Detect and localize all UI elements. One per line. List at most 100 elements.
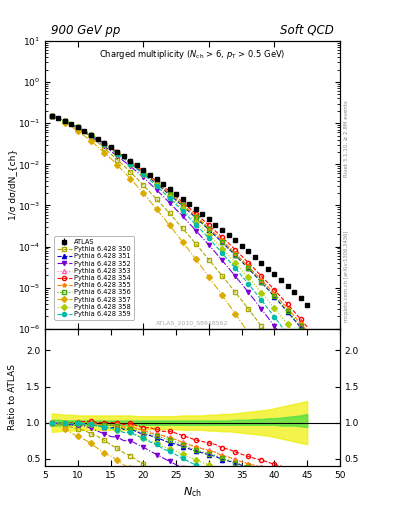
Pythia 6.428 355 [180,202,185,208]
Pythia 6.428 358 [279,313,283,319]
Pythia 6.428 350 [108,151,113,157]
Pythia 6.428 351 [82,129,87,135]
Pythia 6.428 356 [292,315,296,322]
Pythia 6.428 356 [75,124,80,131]
Pythia 6.428 356 [213,232,218,239]
Pythia 6.428 350 [56,115,61,121]
Pythia 6.428 357 [233,311,237,317]
Pythia 6.428 350 [213,265,218,271]
Pythia 6.428 357 [193,257,198,263]
Pythia 6.428 358 [220,245,224,251]
Pythia 6.428 350 [193,241,198,247]
Pythia 6.428 353 [154,179,159,185]
Text: Charged multiplicity ($N_{\rm ch}$ > 6, $p_{\rm T}$ > 0.5 GeV): Charged multiplicity ($N_{\rm ch}$ > 6, … [99,48,286,61]
Pythia 6.428 351 [226,246,231,252]
Pythia 6.428 352 [285,341,290,347]
Pythia 6.428 352 [200,234,205,241]
Pythia 6.428 355 [298,321,303,327]
Pythia 6.428 353 [174,196,178,202]
Pythia 6.428 350 [50,113,54,119]
Pythia 6.428 353 [148,174,152,180]
Pythia 6.428 352 [279,332,283,338]
Pythia 6.428 350 [239,297,244,304]
Pythia 6.428 352 [69,121,74,127]
Pythia 6.428 350 [62,118,67,124]
Pythia 6.428 350 [174,218,178,224]
Pythia 6.428 353 [187,207,192,213]
Pythia 6.428 354 [108,144,113,151]
Pythia 6.428 355 [259,277,264,283]
Pythia 6.428 355 [108,145,113,151]
Pythia 6.428 359 [279,323,283,329]
Text: 900 GeV pp: 900 GeV pp [51,24,121,37]
Pythia 6.428 352 [298,360,303,366]
Pythia 6.428 357 [292,400,296,406]
Pythia 6.428 350 [82,130,87,136]
Pythia 6.428 359 [239,273,244,279]
Pythia 6.428 353 [82,128,87,134]
Y-axis label: Ratio to ATLAS: Ratio to ATLAS [8,365,17,431]
Pythia 6.428 357 [246,330,251,336]
Pythia 6.428 352 [121,158,126,164]
Pythia 6.428 358 [115,151,119,157]
Pythia 6.428 355 [95,136,100,142]
Pythia 6.428 351 [279,301,283,307]
Pythia 6.428 350 [279,349,283,355]
Pythia 6.428 351 [220,239,224,245]
Pythia 6.428 355 [305,328,310,334]
Pythia 6.428 358 [128,161,133,167]
Pythia 6.428 359 [141,172,146,178]
Pythia 6.428 353 [128,159,133,165]
Pythia 6.428 352 [246,289,251,295]
Pythia 6.428 355 [115,150,119,156]
Pythia 6.428 352 [108,148,113,154]
Pythia 6.428 350 [246,306,251,312]
Pythia 6.428 355 [266,284,270,290]
Pythia 6.428 355 [148,175,152,181]
Pythia 6.428 358 [246,274,251,281]
Line: Pythia 6.428 356: Pythia 6.428 356 [50,114,309,336]
Pythia 6.428 356 [180,202,185,208]
Pythia 6.428 356 [128,160,133,166]
Pythia 6.428 355 [292,313,296,319]
Pythia 6.428 359 [56,115,61,121]
Pythia 6.428 350 [148,189,152,195]
Pythia 6.428 356 [220,239,224,245]
Pythia 6.428 355 [102,140,107,146]
Pythia 6.428 356 [187,208,192,215]
Pythia 6.428 354 [167,188,172,195]
Pythia 6.428 356 [252,272,257,278]
Pythia 6.428 350 [180,225,185,231]
Pythia 6.428 356 [167,191,172,197]
Pythia 6.428 355 [69,121,74,127]
Pythia 6.428 352 [115,153,119,159]
Pythia 6.428 358 [161,188,165,195]
Legend: ATLAS, Pythia 6.428 350, Pythia 6.428 351, Pythia 6.428 352, Pythia 6.428 353, P: ATLAS, Pythia 6.428 350, Pythia 6.428 35… [54,237,134,320]
Pythia 6.428 354 [298,316,303,322]
Pythia 6.428 351 [298,325,303,331]
Pythia 6.428 351 [193,215,198,221]
Pythia 6.428 357 [167,222,172,228]
Pythia 6.428 354 [246,260,251,266]
Pythia 6.428 354 [305,324,310,330]
Pythia 6.428 359 [128,161,133,167]
Pythia 6.428 354 [102,140,107,146]
Pythia 6.428 356 [233,251,237,258]
Line: Pythia 6.428 351: Pythia 6.428 351 [50,114,309,337]
Pythia 6.428 352 [134,168,139,175]
Pythia 6.428 353 [239,257,244,263]
Pythia 6.428 359 [134,166,139,172]
Pythia 6.428 354 [141,168,146,174]
Pythia 6.428 357 [95,143,100,150]
Pythia 6.428 351 [187,209,192,215]
Pythia 6.428 357 [141,190,146,197]
Pythia 6.428 353 [279,298,283,304]
Pythia 6.428 354 [95,136,100,142]
Pythia 6.428 359 [207,236,211,242]
Pythia 6.428 354 [187,205,192,211]
Pythia 6.428 353 [292,313,296,319]
Pythia 6.428 357 [239,320,244,326]
Pythia 6.428 353 [252,270,257,276]
Pythia 6.428 358 [174,200,178,206]
Pythia 6.428 350 [266,332,270,338]
